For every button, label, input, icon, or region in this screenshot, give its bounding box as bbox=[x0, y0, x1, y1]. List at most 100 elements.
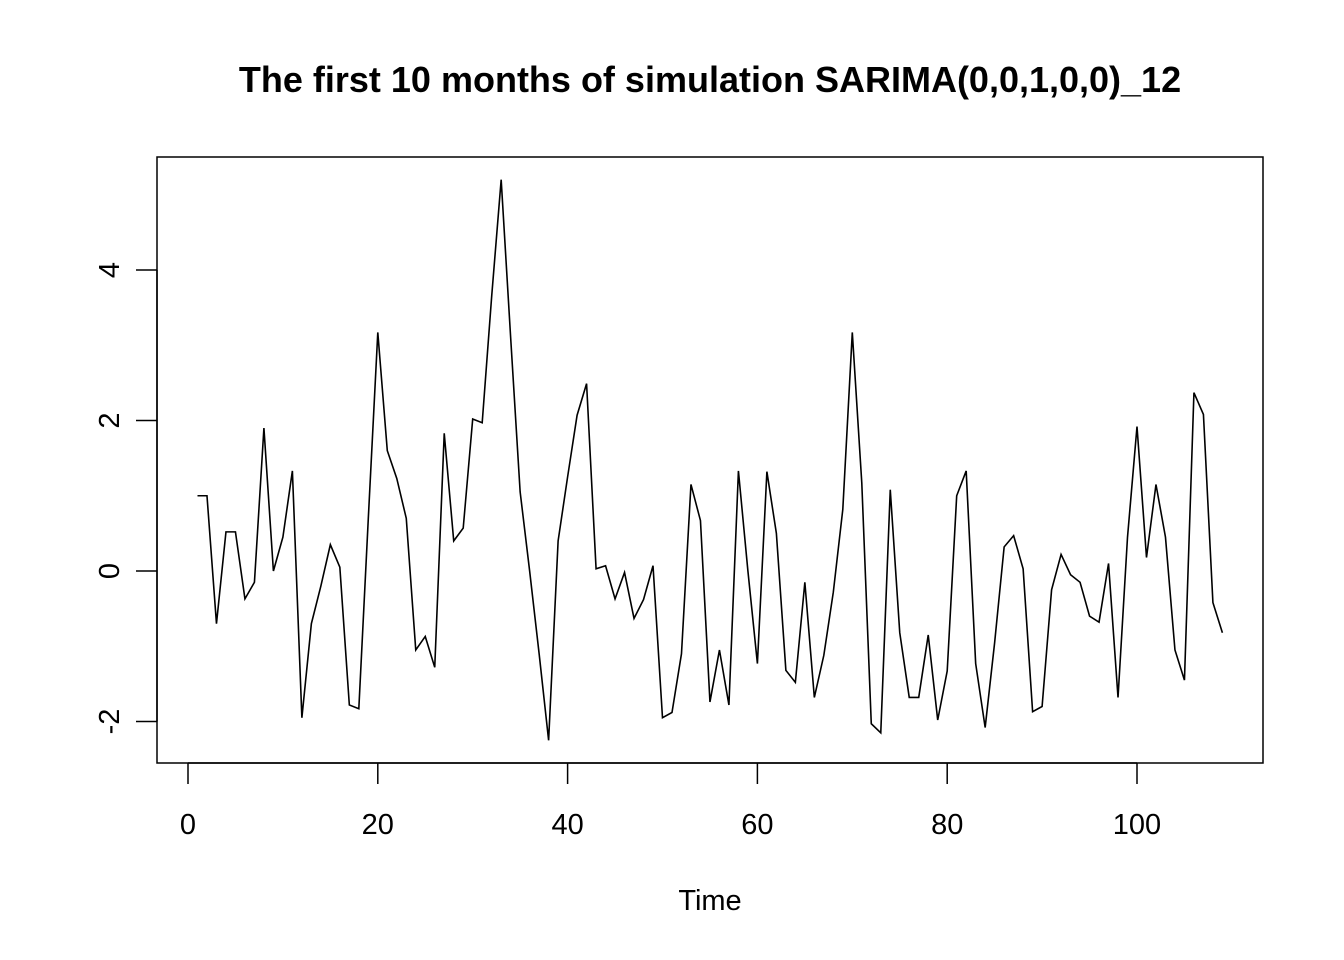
data-point bbox=[861, 482, 863, 484]
y-tick-label: 0 bbox=[94, 563, 126, 579]
data-point bbox=[424, 636, 426, 638]
data-point bbox=[519, 491, 521, 493]
data-point bbox=[671, 712, 673, 714]
data-point bbox=[415, 649, 417, 651]
x-tick-label: 100 bbox=[1113, 809, 1161, 841]
data-point bbox=[405, 518, 407, 520]
data-point bbox=[586, 383, 588, 385]
data-point bbox=[197, 495, 199, 497]
data-point bbox=[889, 489, 891, 491]
data-point bbox=[263, 427, 265, 429]
data-point bbox=[823, 654, 825, 656]
data-point bbox=[937, 719, 939, 721]
data-point bbox=[984, 727, 986, 729]
data-point bbox=[757, 663, 759, 665]
data-point bbox=[548, 740, 550, 742]
data-point bbox=[614, 598, 616, 600]
data-point bbox=[833, 591, 835, 593]
data-point bbox=[358, 708, 360, 710]
data-point bbox=[472, 418, 474, 420]
data-point bbox=[1165, 536, 1167, 538]
data-point bbox=[1022, 568, 1024, 570]
data-point bbox=[235, 531, 237, 533]
x-tick-label: 20 bbox=[362, 809, 394, 841]
data-point bbox=[927, 634, 929, 636]
data-point bbox=[795, 682, 797, 684]
data-point bbox=[605, 565, 607, 567]
data-point bbox=[443, 432, 445, 434]
data-point bbox=[747, 570, 749, 572]
data-point bbox=[899, 632, 901, 634]
data-point bbox=[595, 568, 597, 570]
data-point bbox=[766, 471, 768, 473]
data-point bbox=[225, 531, 227, 533]
data-point bbox=[349, 704, 351, 706]
data-point bbox=[1127, 536, 1129, 538]
data-point bbox=[1184, 679, 1186, 681]
data-point bbox=[500, 179, 502, 181]
data-point bbox=[681, 653, 683, 655]
data-point bbox=[1089, 615, 1091, 617]
x-tick-label: 60 bbox=[741, 809, 773, 841]
data-point bbox=[908, 697, 910, 699]
data-point bbox=[301, 717, 303, 719]
data-point bbox=[1070, 574, 1072, 576]
data-point bbox=[481, 422, 483, 424]
data-point bbox=[785, 670, 787, 672]
data-point bbox=[975, 663, 977, 665]
series-points bbox=[197, 179, 1224, 741]
data-point bbox=[652, 565, 654, 567]
data-point bbox=[491, 296, 493, 298]
data-point bbox=[880, 732, 882, 734]
data-point bbox=[216, 623, 218, 625]
data-point bbox=[538, 653, 540, 655]
data-point bbox=[1060, 554, 1062, 556]
data-point bbox=[386, 450, 388, 452]
plot-frame bbox=[156, 156, 1264, 764]
data-point bbox=[1222, 632, 1224, 634]
data-point bbox=[633, 618, 635, 620]
data-point bbox=[434, 667, 436, 669]
data-point bbox=[690, 484, 692, 486]
data-point bbox=[624, 572, 626, 574]
data-point bbox=[377, 332, 379, 334]
data-point bbox=[1079, 581, 1081, 583]
data-point bbox=[946, 670, 948, 672]
data-point bbox=[776, 533, 778, 535]
data-point bbox=[814, 697, 816, 699]
data-point bbox=[738, 470, 740, 472]
data-point bbox=[292, 470, 294, 472]
data-point bbox=[1032, 711, 1034, 713]
data-point bbox=[311, 623, 313, 625]
data-point bbox=[557, 540, 559, 542]
x-axis: 0 20 40 60 80 100 bbox=[180, 762, 1161, 841]
data-point bbox=[567, 476, 569, 478]
x-axis-label: Time bbox=[678, 885, 741, 917]
data-point bbox=[1108, 563, 1110, 565]
data-point bbox=[852, 332, 854, 334]
chart-title: The first 10 months of simulation SARIMA… bbox=[239, 59, 1181, 100]
data-point bbox=[320, 585, 322, 587]
data-point bbox=[330, 544, 332, 546]
data-point bbox=[282, 536, 284, 538]
data-point bbox=[870, 723, 872, 725]
data-point bbox=[510, 337, 512, 339]
y-tick-label: -2 bbox=[94, 709, 126, 735]
data-point bbox=[804, 581, 806, 583]
data-point bbox=[1146, 557, 1148, 559]
data-point bbox=[462, 527, 464, 529]
data-point bbox=[529, 570, 531, 572]
data-point bbox=[1174, 649, 1176, 651]
data-point bbox=[254, 581, 256, 583]
data-point bbox=[273, 570, 275, 572]
data-point bbox=[842, 508, 844, 510]
y-axis: -2 0 2 4 bbox=[94, 262, 158, 735]
data-point bbox=[1155, 484, 1157, 486]
data-point bbox=[1041, 706, 1043, 708]
data-point bbox=[1212, 602, 1214, 604]
data-point bbox=[643, 599, 645, 601]
data-point bbox=[965, 470, 967, 472]
data-point bbox=[244, 598, 246, 600]
data-point bbox=[206, 495, 208, 497]
